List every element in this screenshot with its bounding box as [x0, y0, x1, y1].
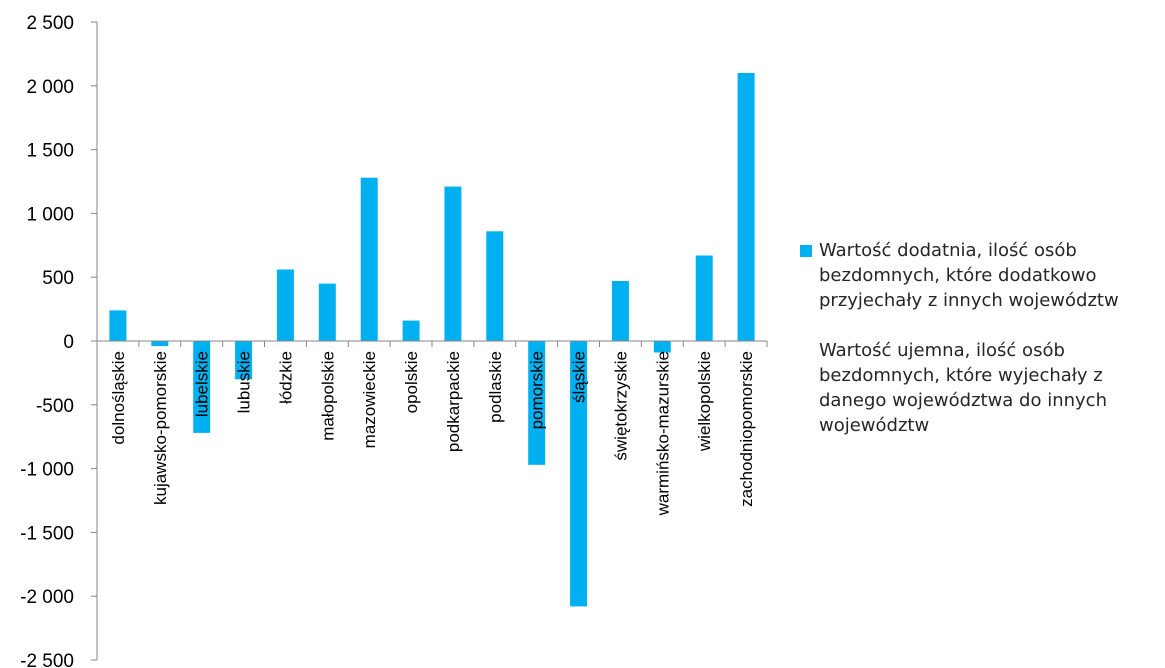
bar — [570, 341, 588, 607]
x-tick-label: warmińsko-mazurskie — [653, 351, 672, 516]
legend-note: Wartość ujemna, ilość osób bezdomnych, k… — [819, 340, 1107, 436]
bar — [486, 231, 504, 341]
bar — [109, 310, 127, 341]
bar — [151, 341, 169, 347]
x-tick-label: łódzkie — [276, 351, 295, 404]
x-tick-label: podkarpackie — [444, 351, 463, 452]
bar — [402, 320, 420, 341]
y-tick-label: -2 000 — [20, 587, 74, 608]
legend-item: Wartość dodatnia, ilość osób bezdomnych,… — [797, 238, 1159, 313]
bars — [109, 73, 755, 607]
y-tick-label: -500 — [36, 396, 74, 417]
legend-label: Wartość dodatnia, ilość osób bezdomnych,… — [819, 240, 1119, 311]
x-tick-label: mazowieckie — [360, 351, 379, 448]
legend: Wartość dodatnia, ilość osób bezdomnych,… — [797, 238, 1159, 438]
bar — [276, 269, 294, 341]
legend-swatch — [800, 245, 812, 257]
y-axis: 2 500 2 000 1 500 1 000 500 0 -500 -1 000 -1 500… — [20, 13, 98, 668]
x-tick-label: śląskie — [570, 351, 589, 403]
x-tick-label: zachodniopomorskie — [737, 351, 756, 507]
y-tick-label: -2 500 — [20, 651, 74, 668]
y-tick-label: 0 — [63, 332, 74, 353]
x-tick-label: podlaskie — [486, 351, 505, 423]
bar — [360, 177, 378, 341]
bar — [193, 341, 211, 433]
x-tick-label: dolnośląskie — [109, 351, 128, 445]
y-tick-label: 500 — [42, 268, 74, 289]
x-tick-label: kujawsko-pomorskie — [151, 351, 170, 505]
x-tick-label: lubuskie — [235, 351, 254, 413]
bar — [611, 281, 629, 341]
bar — [695, 255, 713, 341]
x-tick-label: małopolskie — [318, 351, 337, 441]
x-tick-label: lubelskie — [193, 351, 212, 417]
y-tick-label: 2 000 — [26, 77, 74, 98]
y-tick-label: -1 000 — [20, 460, 74, 481]
y-tick-label: 1 000 — [26, 204, 74, 225]
x-tick-label: świętokrzyskie — [611, 351, 630, 461]
y-tick-label: 1 500 — [26, 141, 74, 162]
y-tick-label: -1 500 — [20, 523, 74, 544]
bar — [318, 283, 336, 341]
y-tick-label: 2 500 — [26, 13, 74, 34]
bar — [653, 341, 671, 353]
bar — [528, 341, 546, 465]
bar — [737, 73, 755, 341]
bar — [444, 186, 462, 341]
x-axis: dolnośląskie kujawsko-pomorskie lubelskie l… — [96, 340, 768, 516]
x-tick-label: wielkopolskie — [695, 351, 714, 452]
x-tick-label: opolskie — [402, 351, 421, 413]
x-tick-label: pomorskie — [528, 351, 547, 429]
bar — [235, 341, 253, 380]
